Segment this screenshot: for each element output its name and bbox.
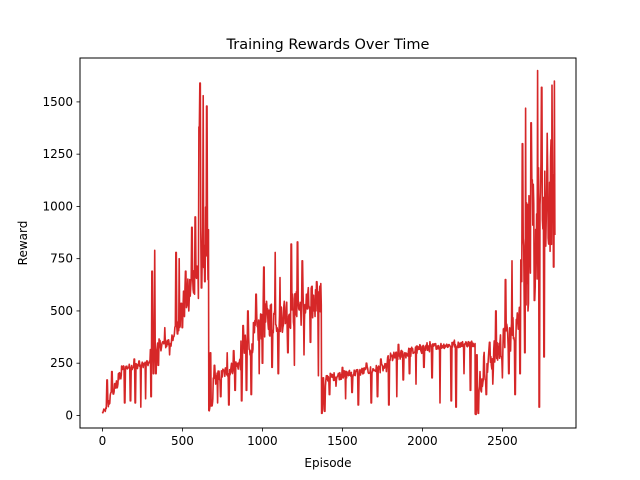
x-tick-label: 500 (171, 434, 194, 448)
y-tick-label: 250 (50, 356, 73, 370)
x-tick-label: 1500 (327, 434, 358, 448)
y-tick-label: 1500 (42, 95, 73, 109)
x-tick-label: 2000 (407, 434, 438, 448)
x-tick-label: 1000 (247, 434, 278, 448)
x-tick-label: 2500 (487, 434, 518, 448)
y-tick-label: 750 (50, 252, 73, 266)
y-tick-label: 500 (50, 304, 73, 318)
y-tick-label: 0 (65, 408, 73, 422)
y-tick-label: 1000 (42, 199, 73, 213)
x-tick-label: 0 (99, 434, 107, 448)
x-axis-label: Episode (304, 456, 351, 470)
axes-frame (79, 57, 577, 429)
chart-title: Training Rewards Over Time (226, 37, 430, 53)
reward-series-line (101, 69, 556, 416)
y-axis-label: Reward (16, 221, 30, 266)
tick-layer: 0 500 1000 1500 2000 2500 0 250 500 750 1000 1250 15… (42, 95, 517, 448)
y-tick-label: 1250 (42, 147, 73, 161)
series-layer (101, 69, 556, 416)
